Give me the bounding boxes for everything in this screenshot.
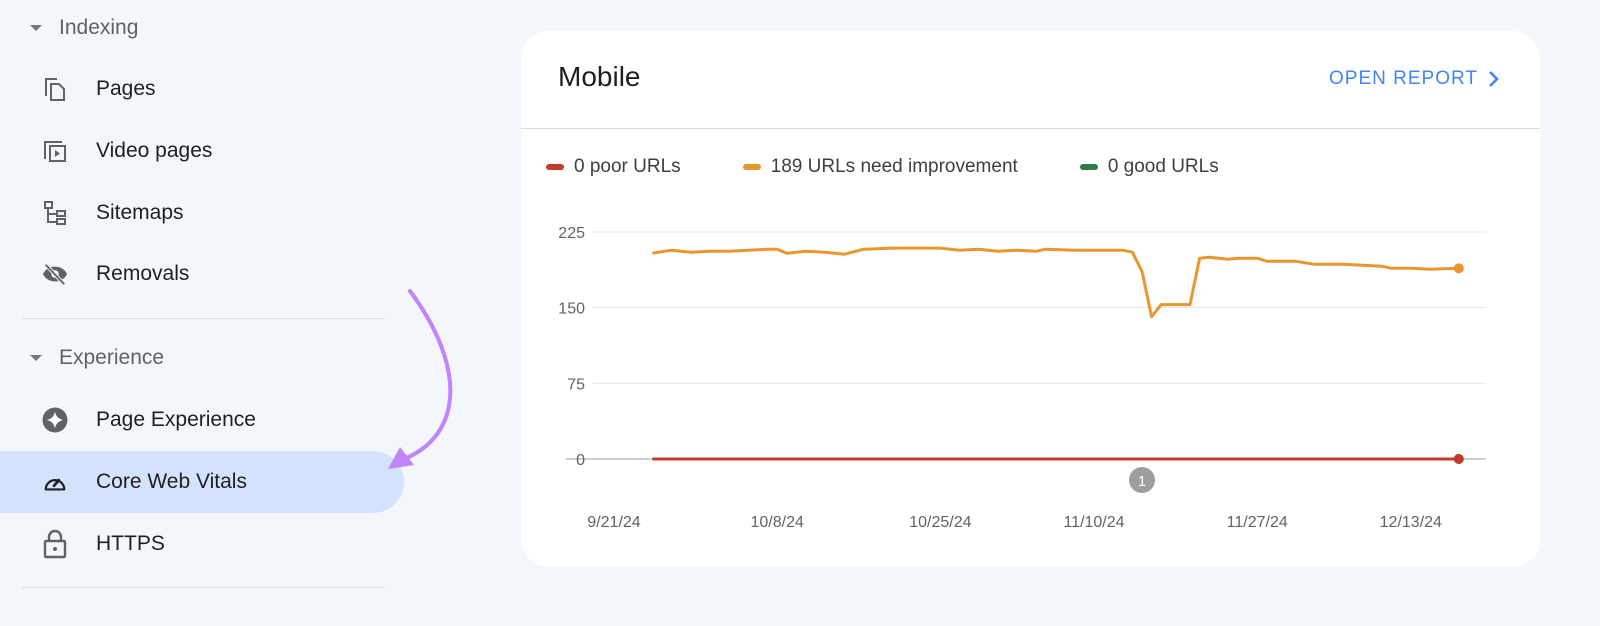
x-tick-label: 11/27/24 <box>1227 514 1288 531</box>
video-pages-icon <box>42 138 68 164</box>
legend-item-poor[interactable]: 0 poor URLs <box>546 156 681 178</box>
x-tick-label: 12/13/24 <box>1380 514 1442 531</box>
legend-item-good[interactable]: 0 good URLs <box>1079 156 1219 178</box>
sidebar-item-label: Page Experience <box>96 408 256 431</box>
chevron-right-icon <box>1489 71 1499 87</box>
y-tick-label: 75 <box>567 376 585 393</box>
open-report-button[interactable]: OPEN REPORT <box>1329 68 1500 90</box>
legend-swatch <box>742 164 761 170</box>
card-title: Mobile <box>558 61 641 92</box>
sidebar-item-removals[interactable]: Removals <box>0 243 404 305</box>
sidebar-item-page-experience[interactable]: Page Experience <box>0 389 404 451</box>
sidebar-item-label: Pages <box>96 77 156 100</box>
sidebar-item-sitemaps[interactable]: Sitemaps <box>0 182 404 244</box>
x-tick-label: 11/10/24 <box>1063 514 1124 531</box>
section-indexing[interactable]: Indexing <box>30 16 138 40</box>
cwv-line-chart: 0 75 150 225 9/21/24 10/8/24 10/25/24 11/10/24 1… <box>558 225 1486 531</box>
x-tick-label: 10/25/24 <box>909 514 971 531</box>
legend-label: 0 good URLs <box>1107 156 1219 177</box>
sidebar-item-label: HTTPS <box>96 532 165 555</box>
section-label: Indexing <box>59 16 139 39</box>
section-experience[interactable]: Experience <box>30 346 164 370</box>
sidebar-item-pages[interactable]: Pages <box>0 58 404 120</box>
x-tick-label: 9/21/24 <box>587 514 640 531</box>
annotation-label: 1 <box>1138 473 1146 490</box>
speedometer-icon <box>42 469 68 495</box>
eye-off-icon <box>42 261 68 287</box>
caret-down-icon <box>30 25 42 31</box>
sidebar-item-label: Video pages <box>96 139 213 162</box>
annotation-marker <box>1129 467 1155 493</box>
y-tick-label: 0 <box>576 452 585 469</box>
pages-icon <box>42 76 68 102</box>
caret-down-icon <box>30 355 42 361</box>
section-label: Experience <box>59 346 165 369</box>
sitemap-icon <box>42 200 68 226</box>
y-tick-label: 225 <box>558 225 585 242</box>
legend-item-needs-improvement[interactable]: 189 URLs need improvement <box>742 156 1018 178</box>
y-tick-label: 150 <box>558 301 585 318</box>
legend-swatch <box>546 164 564 170</box>
sidebar-item-label: Sitemaps <box>96 201 184 224</box>
sidebar-item-label: Removals <box>96 262 190 285</box>
sidebar-divider <box>22 587 385 588</box>
lock-icon <box>42 529 68 559</box>
open-report-label: OPEN REPORT <box>1329 68 1478 89</box>
pointer-arrow-icon <box>388 289 453 469</box>
series-end-point <box>1453 263 1464 274</box>
sidebar-item-label: Core Web Vitals <box>96 470 247 493</box>
legend-label: 189 URLs need improvement <box>770 156 1018 177</box>
sidebar-item-https[interactable]: HTTPS <box>0 513 404 575</box>
series-line <box>652 246 1459 319</box>
series-end-point <box>1453 454 1464 464</box>
legend-swatch <box>1079 164 1098 170</box>
sidebar-item-video-pages[interactable]: Video pages <box>0 120 404 182</box>
sidebar-divider <box>22 318 385 319</box>
sparkle-icon <box>42 407 68 433</box>
header-divider <box>521 128 1540 129</box>
legend-label: 0 poor URLs <box>574 156 681 177</box>
x-tick-label: 10/8/24 <box>751 514 804 531</box>
chart-legend: 0 poor URLs 189 URLs need improvement 0 … <box>546 156 1281 178</box>
mobile-cwv-card: Mobile OPEN REPORT 0 poor URLs 189 URLs … <box>521 31 1540 567</box>
sidebar-item-core-web-vitals[interactable]: Core Web Vitals <box>0 451 404 513</box>
